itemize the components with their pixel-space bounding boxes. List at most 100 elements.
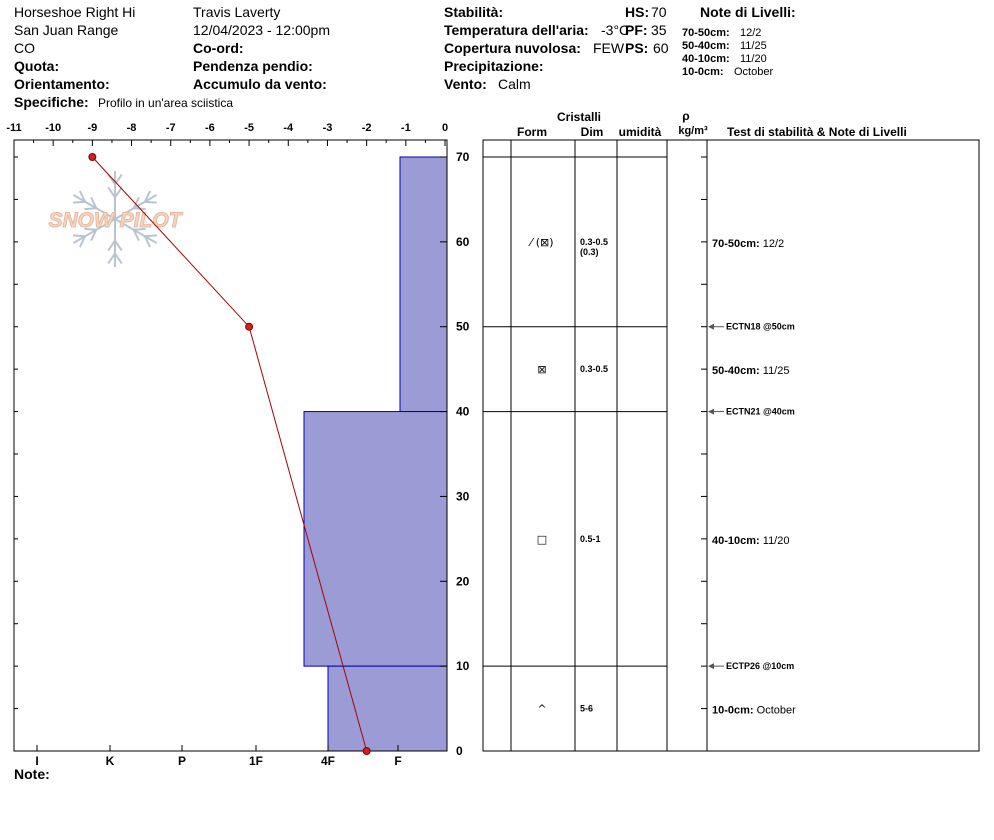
- snowflake-branch: [144, 200, 157, 204]
- temperature-point: [88, 153, 97, 161]
- stability-test-label: ECTN21 @40cm: [726, 407, 795, 417]
- wind-loading-label: Accumulo da vento:: [193, 76, 327, 92]
- snowflake-branch: [132, 229, 140, 242]
- pf-label: PF:: [625, 22, 648, 38]
- layer-note-range: 40-10cm:: [712, 535, 763, 547]
- temperature-tick-label: -2: [362, 122, 372, 134]
- rho-header: ρ: [682, 109, 689, 123]
- range-name: San Juan Range: [14, 22, 119, 38]
- snowflake-branch: [107, 252, 116, 265]
- layer-note-date: October: [734, 66, 774, 78]
- temperature-tick-label: -7: [166, 122, 176, 134]
- snowflake-branch: [107, 173, 116, 186]
- hardness-tick-label: P: [178, 754, 186, 768]
- snowflake-branch: [114, 252, 123, 265]
- temperature-tick-label: -3: [323, 122, 333, 134]
- snowflake-branch: [144, 235, 152, 248]
- layer-note-range: 70-50cm:: [712, 238, 763, 250]
- arrow-head-icon: [708, 408, 714, 415]
- layer-note-date: 11/25: [763, 365, 790, 377]
- density-header: kg/m³: [678, 125, 708, 137]
- snowflake-arm: [114, 194, 158, 220]
- form-header: Form: [517, 125, 547, 139]
- specifics-value: Profilo in un'area sciistica: [98, 96, 234, 110]
- layer-note-date: 11/20: [763, 535, 790, 547]
- air-temp-value: -3°C: [601, 22, 630, 38]
- ps-label: PS:: [625, 40, 649, 56]
- notes-label: Note:: [14, 766, 50, 782]
- crystal-form-symbol: ^: [537, 703, 546, 716]
- height-tick-label: 30: [456, 489, 470, 503]
- height-tick-label: 0: [456, 744, 463, 758]
- height-tick-label: 40: [456, 405, 470, 419]
- layer-note-date: 12/2: [763, 238, 784, 250]
- layer-note-text: 40-10cm: 11/20: [712, 535, 789, 547]
- snowflake-branch: [107, 186, 116, 198]
- temperature-tick-label: -11: [6, 122, 21, 134]
- arrow-head-icon: [708, 663, 714, 670]
- crystal-size: 0.5-1: [580, 534, 601, 544]
- hardness-layer-bar: [399, 156, 448, 413]
- temperature-tick-label: -1: [401, 122, 411, 134]
- air-temp-label: Temperatura dell'aria:: [444, 22, 589, 38]
- snowpilot-watermark: SNOW PILOT: [48, 171, 184, 267]
- coord-label: Co-ord:: [193, 40, 244, 56]
- layer-note-range: 10-0cm:: [682, 66, 724, 78]
- sky-value: FEW: [593, 40, 625, 56]
- layer-note-range: 50-40cm:: [712, 365, 763, 377]
- crystals-header: Cristalli: [557, 110, 601, 124]
- stability-test-label: ECTP26 @10cm: [726, 661, 794, 671]
- hardness-tick-label: K: [106, 754, 115, 768]
- wind-label: Vento:: [444, 76, 487, 92]
- slope-label: Pendenza pendio:: [193, 58, 313, 74]
- stability-label: Stabilità:: [444, 4, 504, 20]
- state-name: CO: [14, 40, 35, 56]
- height-tick-label: 70: [456, 150, 470, 164]
- snowflake-branch: [73, 234, 86, 238]
- hs-label: HS:: [625, 4, 650, 20]
- moisture-header: umidità: [619, 125, 662, 139]
- size-header: Dim: [581, 125, 604, 139]
- observation-datetime: 12/04/2023 - 12:00pm: [193, 22, 330, 38]
- hardness-tick-label: I: [35, 754, 38, 768]
- crystal-form-symbol: ⁄ (⊠): [527, 236, 553, 249]
- hardness-tick-label: 1F: [249, 754, 263, 768]
- snowflake-icon: [72, 171, 158, 267]
- height-tick-label: 60: [456, 235, 470, 249]
- snowflake-branch: [107, 240, 116, 252]
- layer-note-range: 10-0cm:: [712, 705, 757, 717]
- profile-plot-frame: [13, 139, 448, 752]
- layer-note-range: 50-40cm:: [682, 40, 730, 52]
- layer-note-text: 70-50cm: 12/2: [712, 238, 784, 250]
- hs-value: 70: [651, 4, 667, 20]
- height-tick-label: 50: [456, 320, 470, 334]
- precip-label: Precipitazione:: [444, 58, 544, 74]
- crystal-size-secondary: (0.3): [580, 247, 599, 257]
- layer-note-date: 11/20: [740, 53, 767, 65]
- temperature-tick-label: -5: [244, 122, 254, 134]
- aspect-label: Orientamento:: [14, 76, 110, 92]
- hardness-tick-label: F: [394, 754, 401, 768]
- temperature-tick-label: -10: [45, 122, 61, 134]
- crystal-size: 0.3-0.5: [580, 237, 608, 247]
- snowflake-branch: [133, 227, 146, 231]
- temperature-tick-label: -8: [127, 122, 137, 134]
- snowflake-branch: [73, 200, 86, 204]
- hardness-layer-bar: [327, 665, 448, 752]
- layer-note-text: 50-40cm: 11/25: [712, 365, 789, 377]
- layer-note-range: 40-10cm:: [682, 53, 730, 65]
- crystal-size: 5-6: [580, 704, 593, 714]
- layer-note-date: 12/2: [740, 27, 762, 39]
- temperature-tick-label: -4: [283, 122, 294, 134]
- temperature-tick-label: -9: [87, 122, 97, 134]
- snowflake-branch: [84, 207, 97, 211]
- ps-value: 60: [653, 40, 669, 56]
- snowflake-arm: [72, 218, 116, 244]
- crystal-table-frame: [482, 139, 980, 752]
- wind-value: Calm: [498, 76, 531, 92]
- elevation-label: Quota:: [14, 58, 60, 74]
- notes-header: Test di stabilità & Note di Livelli: [727, 125, 907, 139]
- hardness-tick-label: 4F: [321, 754, 335, 768]
- temperature-point: [245, 322, 254, 331]
- crystal-size: 0.3-0.5: [580, 364, 608, 374]
